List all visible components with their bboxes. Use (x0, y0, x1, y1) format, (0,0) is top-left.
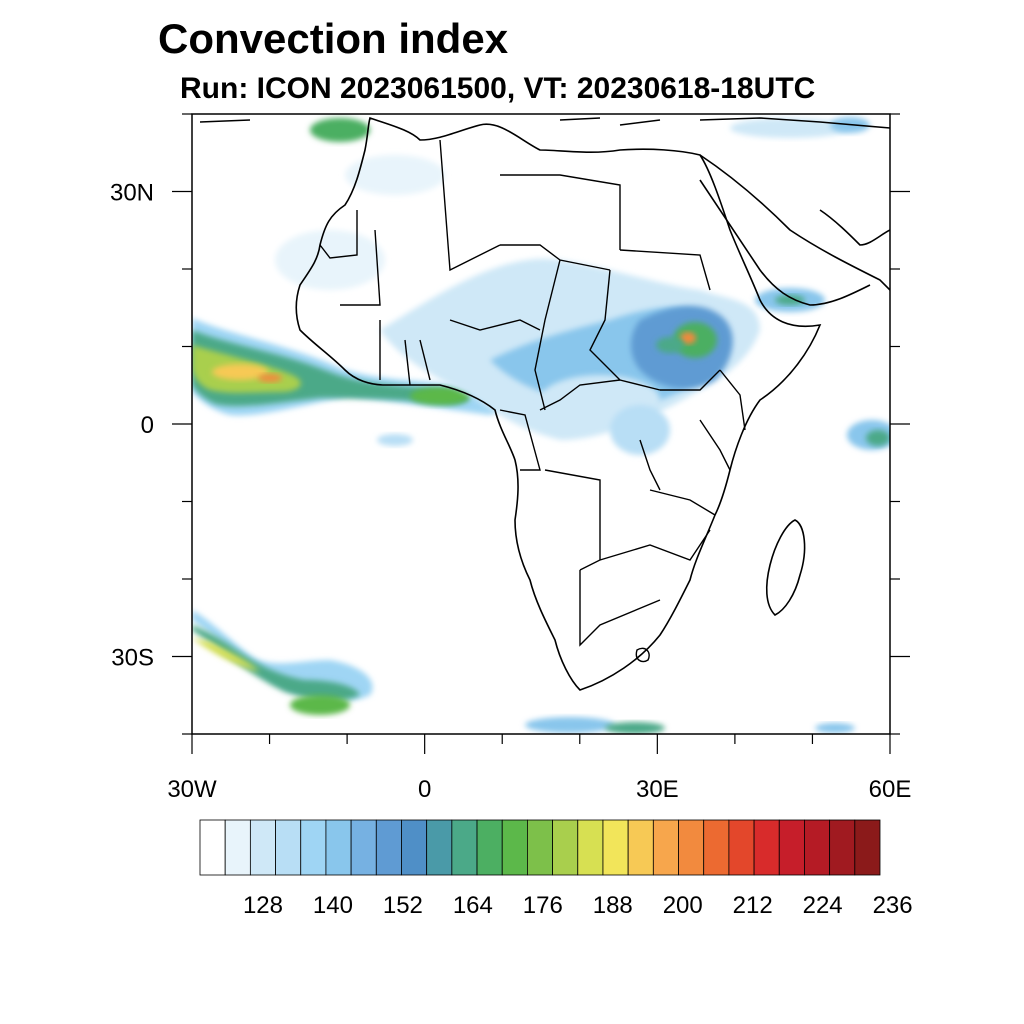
colorbar-swatch (804, 819, 831, 876)
colorbar-label: 176 (523, 892, 563, 919)
south-band-2 (605, 722, 665, 734)
colorbar-swatch (275, 819, 302, 876)
nw-africa-light (275, 230, 385, 290)
colorbar-label: 212 (733, 892, 773, 919)
ethiopia-core (680, 332, 696, 344)
page-title: Convection index (158, 15, 509, 62)
colorbar-label: 128 (243, 892, 283, 919)
colorbar-swatch (375, 819, 402, 876)
morocco-green (310, 118, 370, 142)
colorbar-swatch (249, 819, 276, 876)
colorbar-swatch (728, 819, 755, 876)
colorbar-label: 224 (803, 892, 843, 919)
persian-gulf (819, 209, 890, 246)
axis-ticks: 30W 0 30E 60E 30N 0 30S (110, 113, 912, 803)
colorbar: 128 140 152 164 176 188 200 212 224 236 (199, 819, 913, 919)
south-band-3 (815, 723, 855, 733)
colorbar-swatch (552, 819, 579, 876)
colorbar-label: 200 (663, 892, 703, 919)
x-tick-label: 30W (167, 776, 217, 803)
atlantic-itcz-peak (212, 364, 268, 380)
colorbar-swatch (829, 819, 856, 876)
red-sea-east (699, 179, 871, 306)
gulf-guinea-green (410, 387, 470, 405)
south-band-1 (525, 717, 615, 733)
x-tick-label: 30E (636, 776, 679, 803)
colorbar-swatch (224, 819, 251, 876)
colorbar-swatch (300, 819, 327, 876)
colorbar-swatch (652, 819, 679, 876)
coastlines (199, 116, 890, 691)
colorbar-swatch (501, 819, 528, 876)
colorbar-swatch (527, 819, 553, 876)
y-tick-label: 0 (141, 412, 154, 439)
colorbar-swatch (426, 819, 453, 876)
colorbar-swatch (325, 819, 352, 876)
x-tick-label: 60E (869, 776, 912, 803)
south-front-tail (290, 695, 350, 715)
algeria-light (345, 155, 445, 195)
indian-ocean-core (866, 430, 890, 446)
africa-coastline (295, 116, 822, 691)
colorbar-label: 164 (453, 892, 493, 919)
colorbar-label: 188 (593, 892, 633, 919)
country-borders (319, 139, 746, 663)
colorbar-label: 152 (383, 892, 423, 919)
colorbar-swatch (753, 819, 780, 876)
offshore-drop (377, 434, 413, 446)
y-tick-label: 30S (111, 645, 154, 672)
x-tick-label: 0 (418, 776, 431, 803)
south-front-core (192, 638, 260, 672)
lake-region-light (610, 405, 670, 455)
run-subtitle: Run: ICON 2023061500, VT: 20230618-18UTC (180, 72, 816, 105)
y-tick-label: 30N (110, 180, 154, 207)
colorbar-swatch (778, 819, 805, 876)
colorbar-swatch (401, 819, 428, 876)
colorbar-swatch (577, 819, 604, 876)
arabia-coast (699, 154, 890, 291)
mediterranean-north (199, 117, 890, 129)
colorbar-swatch (627, 819, 654, 876)
colorbar-swatch (678, 819, 705, 876)
atlantic-itcz-peak2 (258, 374, 282, 382)
colorbar-swatch (199, 819, 226, 876)
colorbar-label: 140 (313, 892, 353, 919)
colorbar-swatch (476, 819, 503, 876)
colorbar-swatch (350, 819, 377, 876)
colorbar-swatch (602, 819, 629, 876)
convection-field (192, 117, 890, 734)
yemen-core (775, 295, 805, 305)
colorbar-swatch (451, 819, 478, 876)
south-front-outer (192, 610, 373, 701)
colorbar-label: 236 (873, 892, 913, 919)
colorbar-swatch (854, 819, 881, 876)
colorbar-swatch (703, 819, 730, 876)
turkey-light (730, 118, 850, 138)
south-front-mid (192, 625, 360, 701)
madagascar (765, 519, 806, 616)
sudan-green (656, 337, 684, 353)
